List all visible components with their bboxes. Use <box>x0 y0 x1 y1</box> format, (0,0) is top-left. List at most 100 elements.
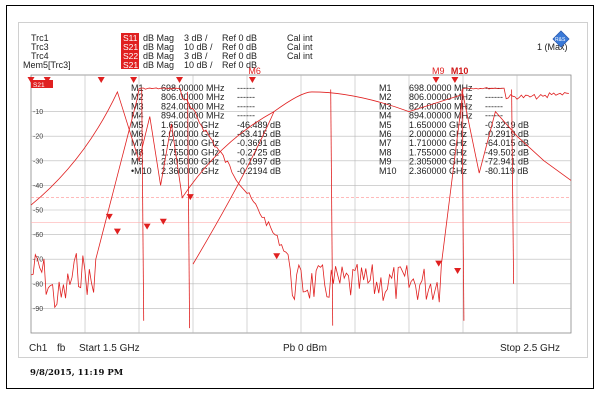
footer-start[interactable]: Start 1.5 GHz <box>79 343 140 354</box>
trace-3-cal: Cal int <box>287 42 313 52</box>
marker-left-id: M7 <box>131 138 144 148</box>
marker-right-id: M1 <box>379 83 392 93</box>
trace-4-format: dB Mag <box>143 51 174 61</box>
marker-flag-top <box>451 77 459 83</box>
marker-left-value: -46.489 dB <box>237 120 281 130</box>
trace-s21 <box>30 87 569 309</box>
vna-svg: Trc1 Trc3 Trc4 Mem5[Trc3] S11 S21 S22 S2… <box>23 30 572 354</box>
trace-mem-format: dB Mag <box>143 60 174 70</box>
trace-header: Trc1 Trc3 Trc4 Mem5[Trc3] S11 S21 S22 S2… <box>23 33 568 70</box>
y-tick-label: -30 <box>33 158 43 165</box>
marker-right-freq: 2.305000 GHz <box>409 157 468 167</box>
marker-flag-top <box>27 77 35 83</box>
timestamp: 9/8/2015, 11:19 PM <box>30 368 124 378</box>
marker-left-value: ------ <box>237 92 255 102</box>
marker-left-id: •M10 <box>131 166 152 176</box>
marker-left-value: ------ <box>237 111 255 121</box>
marker-right-freq: 1.650000 GHz <box>409 120 468 130</box>
marker-right-freq: 894.00000 MHz <box>409 111 473 121</box>
trace-4-param: S22 <box>123 51 138 61</box>
trace-3-name[interactable]: Trc3 <box>31 42 49 52</box>
marker-flag-top <box>248 77 256 83</box>
trace-mem-param: S21 <box>123 60 138 70</box>
trace-4-name[interactable]: Trc4 <box>31 51 49 61</box>
marker-right-id: M6 <box>379 129 392 139</box>
marker-right-value: -72.941 dB <box>485 157 529 167</box>
marker-left-freq: 806.00000 MHz <box>161 92 225 102</box>
y-tick-label: -50 <box>33 208 43 215</box>
marker-right-freq: 698.00000 MHz <box>409 83 473 93</box>
trace-4-ref: Ref 0 dB <box>222 51 257 61</box>
trace-3-ref: Ref 0 dB <box>222 42 257 52</box>
s22-badge-bg <box>121 51 139 60</box>
trace-3-format: dB Mag <box>143 42 174 52</box>
trace-skirt <box>461 89 465 321</box>
trace-1-cal: Cal int <box>287 33 313 43</box>
marker-flags: M6 M9 M10 <box>27 66 468 274</box>
marker-right-id: M9 <box>379 157 392 167</box>
marker-left-value: -0.2725 dB <box>237 147 281 157</box>
marker-left-id: M1 <box>131 83 144 93</box>
trace-1-format: dB Mag <box>143 33 174 43</box>
marker-right-freq: 2.000000 GHz <box>409 129 468 139</box>
y-tick-label: -60 <box>33 232 43 239</box>
s21-badge-bg <box>121 42 139 51</box>
marker-left-freq: 1.650000 GHz <box>161 120 220 130</box>
max-indicator: 1 (Max) <box>537 42 568 52</box>
marker-left-freq: 698.00000 MHz <box>161 83 225 93</box>
marker-left-id: M5 <box>131 120 144 130</box>
marker-right-value: -80.119 dB <box>485 166 528 176</box>
vna-display: Trc1 Trc3 Trc4 Mem5[Trc3] S11 S21 S22 S2… <box>18 22 588 358</box>
rs-logo: R&S <box>552 30 570 48</box>
y-tick-label: -10 <box>33 109 43 116</box>
footer-stop[interactable]: Stop 2.5 GHz <box>500 343 560 354</box>
trace-1-name[interactable]: Trc1 <box>31 33 49 43</box>
marker-flag-top <box>130 77 138 83</box>
marker-left-freq: 1.710000 GHz <box>161 138 220 148</box>
trace-3-param: S21 <box>123 42 138 52</box>
marker-left-freq: 2.305000 GHz <box>161 157 220 167</box>
marker-left-id: M8 <box>131 147 144 157</box>
ref-badge: S21 <box>33 82 45 89</box>
marker-right-value: ------ <box>485 101 503 111</box>
marker-left-freq: 824.00000 MHz <box>161 101 225 111</box>
trace-3-scale: 10 dB / <box>184 42 213 52</box>
marker-flag <box>186 194 194 201</box>
marker-flag <box>143 223 151 230</box>
marker-right-id: M5 <box>379 120 392 130</box>
footer-channel[interactable]: Ch1 <box>29 343 48 354</box>
footer-fb: fb <box>57 343 66 354</box>
marker-flag <box>159 218 167 225</box>
trace-1-param: S11 <box>123 33 138 43</box>
footer-bar: Ch1 fb Start 1.5 GHz Pb 0 dBm Stop 2.5 G… <box>29 343 560 354</box>
marker-flag <box>113 228 121 235</box>
trace-mem5-name[interactable]: Mem5[Trc3] <box>23 60 71 70</box>
marker-flag-top <box>176 77 183 83</box>
marker-left-value: -63.415 dB <box>237 129 281 139</box>
marker-left-value: ------ <box>237 83 255 93</box>
marker-right-id: M2 <box>379 92 392 102</box>
marker-flag <box>454 267 462 274</box>
trace-skirt <box>187 91 190 329</box>
y-tick-label: -90 <box>33 306 43 313</box>
marker-right-value: -49.502 dB <box>485 147 529 157</box>
marker-top-label: M9 <box>432 66 445 76</box>
footer-power[interactable]: Pb 0 dBm <box>283 343 327 354</box>
marker-flag <box>435 260 443 267</box>
marker-right-id: M8 <box>379 147 392 157</box>
trace-1-scale: 3 dB / <box>184 33 208 43</box>
y-ticks: -10-20-30-40-50-60-70-80-90 <box>33 109 43 313</box>
marker-left-value: ------ <box>237 101 255 111</box>
trace-4-scale: 3 dB / <box>184 51 208 61</box>
marker-right-id: M4 <box>379 111 392 121</box>
s11-badge-bg <box>121 33 139 42</box>
marker-right-freq: 824.00000 MHz <box>409 101 473 111</box>
marker-flag-top <box>97 77 105 83</box>
y-tick-label: -40 <box>33 183 43 190</box>
marker-left-id: M9 <box>131 157 144 167</box>
trace-s11 <box>30 90 275 206</box>
y-tick-label: -80 <box>33 281 43 288</box>
s21-mem-badge-bg <box>121 60 139 69</box>
marker-right-value: -0.2919 dB <box>485 129 529 139</box>
marker-table-right: M1 698.00000 MHz ------ M2 806.00000 MHz ----… <box>379 83 529 176</box>
